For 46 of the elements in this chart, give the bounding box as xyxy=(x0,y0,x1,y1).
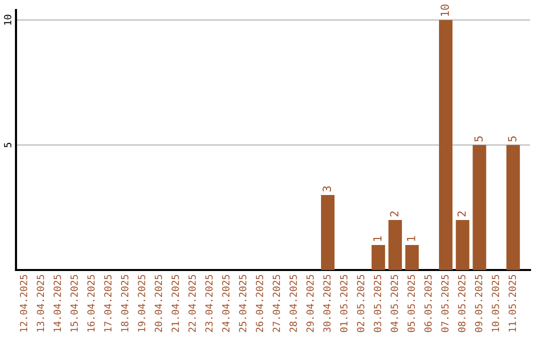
x-tick-label: 14.04.2025 xyxy=(54,274,61,332)
x-tick-label: 08.05.2025 xyxy=(458,274,466,332)
bar xyxy=(438,20,452,270)
x-tick-label: 29.04.2025 xyxy=(306,274,314,332)
data-label: 1 xyxy=(407,236,416,241)
x-tick-label: 18.04.2025 xyxy=(121,274,128,332)
x-tick-label: 23.04.2025 xyxy=(205,274,213,332)
x-tick-label: 13.04.2025 xyxy=(36,274,44,332)
x-tick-label: 16.04.2025 xyxy=(87,274,95,332)
x-tick-label: 11.05.2025 xyxy=(508,274,516,332)
x-tick-label: 10.05.2025 xyxy=(492,274,500,332)
x-tick-label: 04.05.2025 xyxy=(390,274,398,332)
x-tick-label: 17.04.2025 xyxy=(104,274,112,332)
data-label: 2 xyxy=(457,211,466,216)
x-tick-label: 05.05.2025 xyxy=(408,274,415,332)
x-tick-label: 12.04.2025 xyxy=(20,274,28,332)
x-tick-label: 07.05.2025 xyxy=(441,274,449,332)
x-tick-label: 28.04.2025 xyxy=(290,274,297,332)
x-tick-label: 27.04.2025 xyxy=(272,274,280,332)
x-tick-label: 15.04.2025 xyxy=(70,274,78,332)
bar xyxy=(456,220,470,270)
data-label: 5 xyxy=(474,136,483,142)
bar xyxy=(388,220,402,270)
x-tick-label: 01.05.2025 xyxy=(340,274,348,332)
x-tick-label: 19.04.2025 xyxy=(138,274,146,332)
bar xyxy=(405,245,419,270)
x-tick-label: 26.04.2025 xyxy=(256,274,264,332)
bar xyxy=(372,245,386,270)
data-label: 2 xyxy=(390,211,398,216)
x-tick-label: 22.04.2025 xyxy=(188,274,196,332)
bar xyxy=(506,145,520,270)
bar xyxy=(321,195,335,270)
data-label: 1 xyxy=(373,236,382,241)
x-tick-label: 25.04.2025 xyxy=(239,274,246,332)
bar xyxy=(472,145,486,270)
data-label: 3 xyxy=(322,186,332,192)
x-tick-label: 24.04.2025 xyxy=(222,274,230,332)
x-tick-label: 30.04.2025 xyxy=(323,274,331,332)
x-tick-label: 03.05.2025 xyxy=(374,274,382,332)
x-tick-label: 06.05.2025 xyxy=(424,274,432,332)
data-label: 10 xyxy=(440,4,449,16)
x-tick-label: 02.05.2025 xyxy=(356,274,364,332)
x-tick-label: 09.05.2025 xyxy=(474,274,482,332)
x-tick-label: 20.04.2025 xyxy=(154,274,162,332)
data-label: 5 xyxy=(508,136,516,142)
x-tick-label: 21.04.2025 xyxy=(172,274,179,332)
